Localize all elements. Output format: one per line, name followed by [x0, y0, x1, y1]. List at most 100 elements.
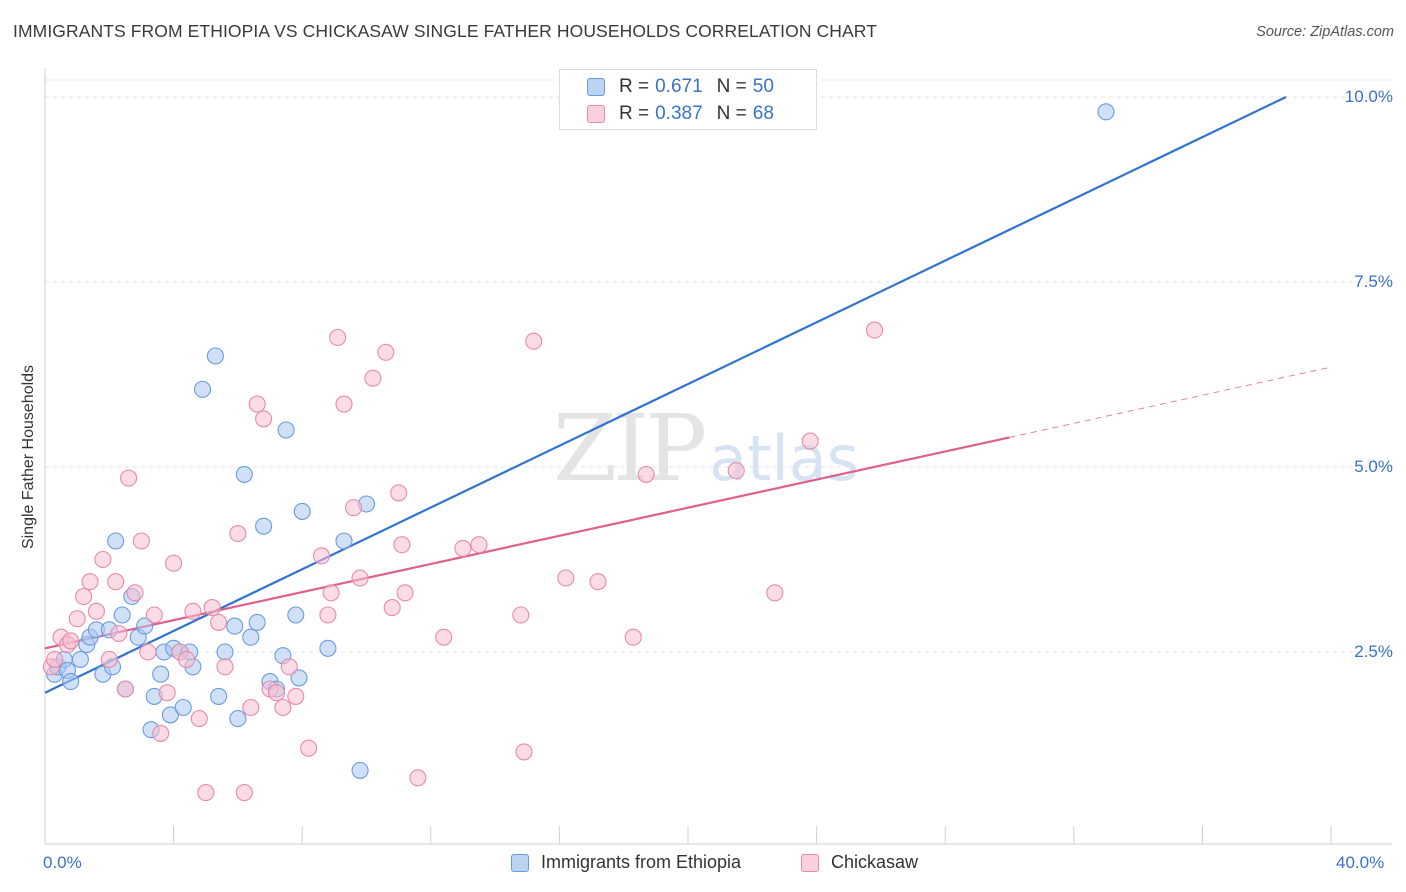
ethiopia-point — [229, 710, 247, 728]
chickasaw-point — [351, 569, 369, 587]
y-tick-label: 5.0% — [1354, 457, 1393, 476]
ethiopia-point — [193, 380, 212, 398]
legend-swatch-chickasaw — [587, 105, 605, 123]
x-tick-label-max: 40.0% — [1336, 853, 1385, 872]
legend-n-label: N = — [716, 76, 747, 97]
chickasaw-point — [383, 599, 401, 617]
gridlines — [45, 79, 1392, 653]
chickasaw-point — [132, 532, 150, 550]
chickasaw-point — [126, 584, 144, 602]
chickasaw-point — [435, 628, 453, 646]
ethiopia-point — [174, 698, 192, 717]
ethiopia-point — [107, 532, 125, 550]
chickasaw-point — [557, 569, 575, 587]
chickasaw-point — [100, 650, 118, 668]
y-tick-label: 2.5% — [1354, 642, 1393, 661]
y-axis-label: Single Father Households — [20, 364, 37, 550]
ethiopia-point — [136, 617, 154, 635]
chickasaw-point — [274, 698, 292, 717]
chickasaw-point — [62, 632, 80, 650]
ethiopia-point — [319, 639, 337, 657]
chickasaw-point — [248, 395, 266, 413]
chickasaw-point — [454, 539, 472, 557]
series-legend-ethiopia[interactable]: Immigrants from Ethiopia — [511, 852, 741, 873]
series-swatch-ethiopia — [511, 853, 529, 872]
legend-n-value: 50 — [752, 76, 774, 97]
chickasaw-point — [335, 395, 353, 413]
data-points — [42, 103, 1115, 802]
chickasaw-point — [46, 650, 64, 668]
chickasaw-point — [190, 710, 208, 728]
chickasaw-point — [75, 587, 93, 606]
series-legend-chickasaw[interactable]: Chickasaw — [801, 852, 918, 873]
chickasaw-point — [345, 499, 363, 517]
chickasaw-point — [470, 536, 488, 554]
chickasaw-point — [177, 650, 196, 668]
ethiopia-point — [293, 502, 311, 520]
y-tick-label: 7.5% — [1354, 272, 1393, 291]
legend-row-ethiopia: R = 0.671 N = 50 — [587, 75, 774, 99]
chickasaw-point — [145, 606, 163, 624]
chickasaw-point — [107, 573, 125, 591]
chickasaw-point — [120, 469, 138, 487]
ethiopia-point — [248, 613, 266, 631]
chickasaw-point — [287, 687, 305, 705]
chickasaw-point — [165, 554, 183, 572]
chickasaw-point — [624, 628, 642, 646]
watermark-atlas: atlas — [709, 422, 859, 495]
chickasaw-point — [110, 624, 128, 643]
chickasaw-point — [727, 462, 745, 480]
chickasaw-point — [255, 410, 273, 428]
chickasaw-point — [216, 658, 234, 676]
ethiopia-point — [290, 669, 308, 687]
source-value[interactable]: ZipAtlas.com — [1310, 24, 1394, 40]
ethiopia-point — [351, 761, 369, 779]
chickasaw-point — [139, 643, 157, 661]
chickasaw-point — [94, 550, 112, 569]
chickasaw-point — [312, 547, 331, 565]
legend-n-value: 68 — [752, 103, 774, 124]
ethiopia-point — [152, 665, 170, 683]
chickasaw-point — [68, 610, 86, 628]
series-label-ethiopia: Immigrants from Ethiopia — [541, 852, 742, 872]
chickasaw-point — [210, 613, 228, 631]
x-tick-label-min: 0.0% — [43, 853, 82, 872]
ethiopia-point — [206, 347, 224, 365]
chickasaw-point — [801, 432, 819, 450]
legend-row-chickasaw: R = 0.387 N = 68 — [587, 102, 774, 126]
chickasaw-point — [242, 698, 260, 717]
legend-r-label: R = — [619, 76, 650, 97]
ethiopia-point — [287, 606, 305, 624]
series-swatch-chickasaw — [801, 853, 819, 872]
ethiopia-point — [1097, 103, 1115, 121]
chickasaw-point — [525, 332, 543, 350]
chickasaw-point — [235, 784, 253, 802]
source-label: Source: — [1256, 24, 1307, 40]
ethiopia-point — [235, 465, 253, 483]
chickasaw-trend-extension — [1009, 366, 1332, 438]
chickasaw-point — [390, 484, 408, 502]
source-credit: Source: ZipAtlas.com — [1256, 24, 1394, 40]
y-tick-label: 10.0% — [1344, 87, 1393, 106]
ethiopia-trend-line — [44, 96, 1287, 694]
chickasaw-point — [329, 328, 347, 347]
chickasaw-point — [116, 680, 134, 698]
chickasaw-point — [319, 606, 337, 624]
ethiopia-point — [255, 517, 273, 535]
chickasaw-point — [515, 743, 533, 761]
chickasaw-point — [364, 369, 382, 387]
chickasaw-point — [396, 584, 414, 602]
legend-swatch-ethiopia — [587, 78, 605, 96]
chickasaw-point — [409, 769, 427, 787]
chickasaw-point — [766, 584, 784, 602]
chickasaw-point — [637, 465, 655, 483]
ethiopia-point — [226, 617, 244, 635]
chickasaw-point — [87, 602, 105, 620]
axes — [44, 68, 1392, 845]
ethiopia-point — [71, 650, 89, 668]
chickasaw-point — [280, 658, 298, 676]
legend-r-label: R = — [619, 103, 650, 124]
legend-r-value: 0.387 — [655, 103, 703, 124]
ethiopia-point — [216, 643, 234, 661]
chart-title: IMMIGRANTS FROM ETHIOPIA VS CHICKASAW SI… — [13, 21, 877, 41]
